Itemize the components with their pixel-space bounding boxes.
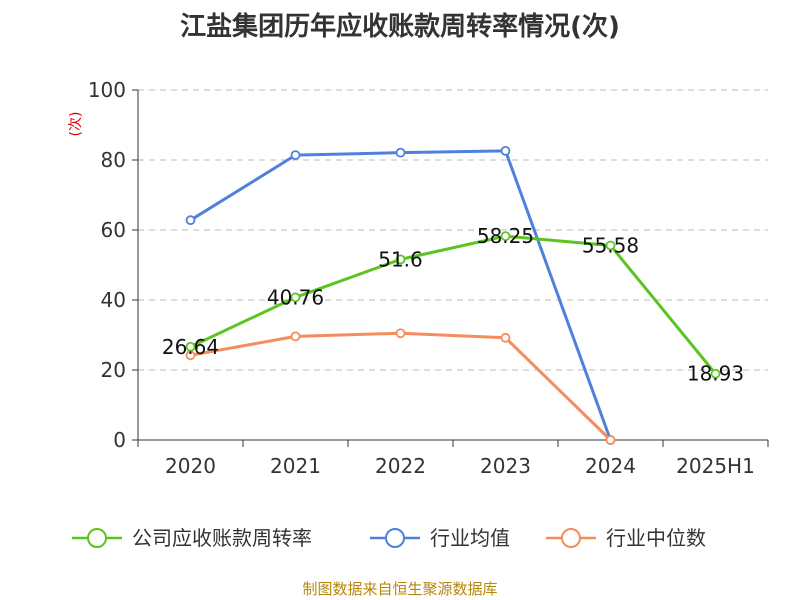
- x-tick-label: 2022: [375, 454, 426, 478]
- data-labels: 26.64 40.76 51.6 58.25 55.58 18.93: [162, 224, 744, 386]
- data-point: [500, 231, 511, 242]
- data-point: [395, 254, 406, 265]
- legend-marker: [561, 528, 581, 548]
- chart-title: 江盐集团历年应收账款周转率情况(次): [180, 12, 620, 42]
- y-tick-label: 0: [113, 428, 126, 452]
- legend-marker: [385, 528, 405, 548]
- data-point: [290, 331, 301, 342]
- legend-label: 公司应收账款周转率: [132, 526, 312, 550]
- x-tick-label: 2024: [585, 454, 636, 478]
- data-point: [290, 292, 301, 303]
- data-source: 制图数据来自恒生聚源数据库: [302, 580, 498, 598]
- data-point: [290, 150, 301, 161]
- series-line-1: [189, 234, 717, 375]
- series-line-2: [189, 149, 612, 441]
- data-point: [395, 328, 406, 339]
- data-label: 58.25: [477, 224, 534, 248]
- data-point: [185, 215, 196, 226]
- legend: 公司应收账款周转率 行业均值 行业中位数: [72, 526, 706, 550]
- data-point: [185, 341, 196, 352]
- data-point: [500, 145, 511, 156]
- data-label: 26.64: [162, 335, 219, 359]
- x-tick-label: 2020: [165, 454, 216, 478]
- data-point: [395, 147, 406, 158]
- legend-label: 行业均值: [430, 526, 510, 550]
- data-point: [605, 240, 616, 251]
- y-tick-label: 20: [101, 358, 126, 382]
- legend-marker: [87, 528, 107, 548]
- data-label: 18.93: [687, 362, 744, 386]
- legend-label: 行业中位数: [606, 526, 706, 550]
- y-tick-label: 100: [88, 78, 126, 102]
- series-line-3: [190, 331, 612, 442]
- series-lines: [185, 145, 721, 445]
- data-label: 55.58: [582, 233, 639, 257]
- grid-lines: [138, 89, 768, 371]
- data-point: [710, 368, 721, 379]
- x-tick-label: 2023: [480, 454, 531, 478]
- y-tick-label: 40: [101, 288, 126, 312]
- axes: 0 20 40 60 80 100(次) 2020 2021 2022 2023 2024 2025H…: [68, 78, 769, 478]
- data-point: [605, 435, 616, 445]
- data-point: [500, 332, 511, 343]
- data-label: 51.6: [378, 247, 423, 271]
- data-label: 40.76: [267, 285, 324, 309]
- y-axis-label: (次): [68, 112, 84, 137]
- y-tick-label: 60: [101, 218, 126, 242]
- x-tick-label: 2021: [270, 454, 321, 478]
- x-tick-label: 2025H1: [676, 454, 755, 478]
- y-tick-label: 80: [101, 148, 126, 172]
